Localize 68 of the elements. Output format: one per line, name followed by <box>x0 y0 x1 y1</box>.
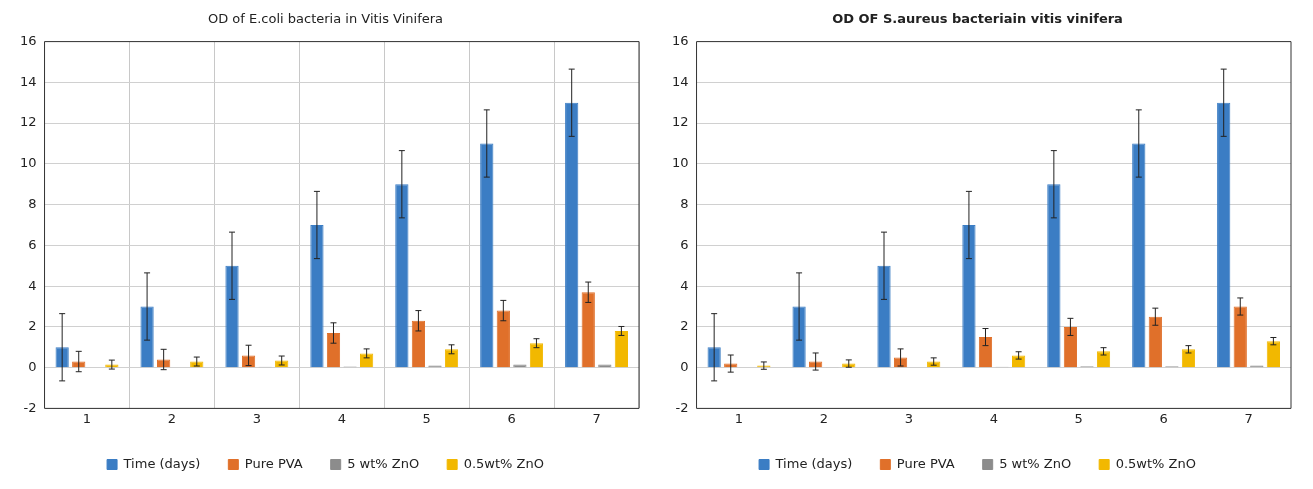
y-tick-label: 12 <box>672 114 689 130</box>
bar <box>1063 326 1078 368</box>
x-tick-label: 2 <box>819 410 829 426</box>
y-tick-label: 12 <box>20 114 37 130</box>
bar <box>326 333 341 368</box>
y-tick-label: 14 <box>20 73 37 89</box>
legend-label: Time (days) <box>774 455 853 471</box>
legend-label: Pure PVA <box>244 455 303 471</box>
bar <box>1047 184 1061 368</box>
x-tick-label: 7 <box>1244 410 1253 426</box>
y-tick-label: 10 <box>20 155 37 171</box>
y-tick-label: 8 <box>680 196 689 211</box>
bar <box>140 306 154 368</box>
y-tick-label: 2 <box>680 318 689 334</box>
bar <box>581 292 595 368</box>
x-tick-label: 3 <box>904 410 913 426</box>
x-tick-label: 4 <box>989 410 998 426</box>
bar <box>496 310 510 368</box>
bar <box>614 330 628 368</box>
bar <box>1217 102 1231 368</box>
y-tick-label: 2 <box>28 318 37 334</box>
legend-label: Time (days) <box>122 455 201 471</box>
y-tick-label: 16 <box>20 32 37 48</box>
bar <box>1148 316 1162 368</box>
y-tick-label: -2 <box>675 399 689 415</box>
y-tick-label: 10 <box>672 155 689 171</box>
y-tick-label: 0 <box>28 359 37 375</box>
bar <box>962 225 976 368</box>
bar <box>225 265 239 368</box>
y-tick-label: 0 <box>680 359 689 375</box>
bar <box>157 359 171 368</box>
bar <box>411 320 426 368</box>
y-tick-label: 4 <box>680 277 689 293</box>
bar <box>310 225 324 368</box>
y-tick-label: 6 <box>28 236 37 252</box>
bar <box>792 306 806 368</box>
y-tick-label: 16 <box>672 32 689 48</box>
x-tick-label: 6 <box>507 410 516 426</box>
bar <box>1132 143 1146 368</box>
bar <box>978 337 993 368</box>
chart-title: OD of E.coli bacteria in Vitis Vinifera <box>207 11 444 27</box>
legend-label: 5 wt% ZnO <box>999 455 1072 471</box>
bar <box>877 265 891 368</box>
bar <box>529 343 544 368</box>
legend-label: Pure PVA <box>896 455 955 471</box>
bar <box>565 102 579 368</box>
bar <box>480 143 494 368</box>
y-tick-label: -2 <box>23 399 37 415</box>
legend-label: 5 wt% ZnO <box>347 455 420 471</box>
bar <box>1233 306 1247 368</box>
legend-label: 0.5wt% ZnO <box>1115 455 1196 471</box>
x-tick-label: 2 <box>167 410 177 426</box>
bar <box>395 184 409 368</box>
x-tick-label: 6 <box>1159 410 1168 426</box>
y-tick-label: 14 <box>672 73 689 89</box>
chart-title: OD OF S.aureus bacteriain vitis vinifera <box>832 11 1123 27</box>
x-tick-label: 5 <box>1074 410 1083 426</box>
bar <box>1266 341 1280 368</box>
x-tick-label: 7 <box>592 410 601 426</box>
x-tick-label: 4 <box>337 410 346 426</box>
x-tick-label: 1 <box>734 410 744 426</box>
x-tick-label: 3 <box>252 410 261 426</box>
x-tick-label: 1 <box>82 410 92 426</box>
y-tick-label: 4 <box>28 277 37 293</box>
y-tick-label: 6 <box>680 236 689 252</box>
x-tick-label: 5 <box>422 410 431 426</box>
legend-label: 0.5wt% ZnO <box>463 455 544 471</box>
y-tick-label: 8 <box>28 196 37 211</box>
